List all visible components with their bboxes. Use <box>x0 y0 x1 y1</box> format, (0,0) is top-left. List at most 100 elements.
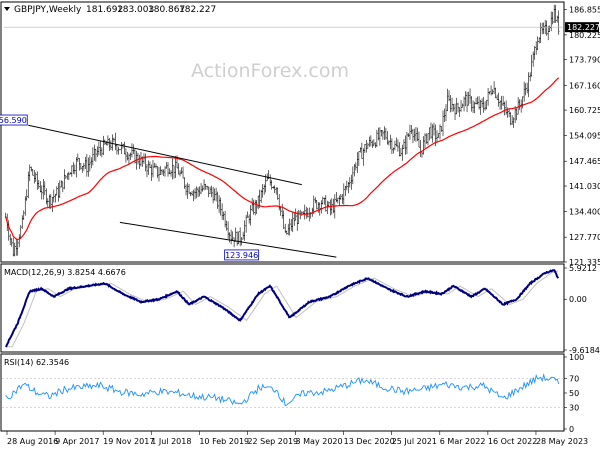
price-candle <box>347 181 350 194</box>
price-candle <box>12 237 15 257</box>
price-candle <box>350 174 353 190</box>
price-candle <box>45 188 48 205</box>
price-candle <box>284 223 287 234</box>
price-candle <box>28 164 31 182</box>
price-candle <box>491 89 494 95</box>
price-candle <box>258 189 261 208</box>
price-candle <box>551 11 554 25</box>
price-candle <box>443 108 446 123</box>
price-candle <box>291 211 294 233</box>
price-tick-label: 180.225 <box>569 31 600 40</box>
price-candle <box>158 167 160 182</box>
price-candle <box>296 211 299 231</box>
price-candle <box>505 100 507 115</box>
annotation-label: 156.590 <box>0 116 27 125</box>
price-candle <box>81 166 84 173</box>
price-candle <box>152 159 154 178</box>
price-candle <box>46 198 49 207</box>
price-candle <box>71 165 73 177</box>
price-candle <box>488 91 491 95</box>
price-candle <box>107 135 109 146</box>
price-candle <box>315 199 318 210</box>
price-candle <box>294 208 297 221</box>
price-candle <box>553 4 556 24</box>
price-candle <box>494 87 497 99</box>
price-candle <box>290 218 293 231</box>
price-candle <box>415 126 417 142</box>
price-candle <box>529 72 531 82</box>
price-candle <box>72 162 75 174</box>
price-candle <box>418 131 420 148</box>
price-candle <box>13 242 16 257</box>
macd-layer <box>4 269 560 348</box>
price-candle <box>535 41 537 55</box>
price-candle <box>479 99 482 115</box>
price-candle <box>509 112 512 126</box>
price-candle <box>137 152 139 165</box>
price-candle <box>87 157 90 177</box>
annotation-label: 123.946 <box>225 251 258 260</box>
price-candle <box>413 128 416 141</box>
price-candle <box>192 189 195 202</box>
price-candle <box>530 54 533 77</box>
price-candle <box>557 10 560 35</box>
price-candle <box>430 122 432 139</box>
price-candle <box>170 170 172 177</box>
price-candle <box>515 108 518 121</box>
price-candle <box>281 203 284 219</box>
price-candle <box>111 134 114 151</box>
price-candle <box>198 186 201 197</box>
price-candle <box>168 168 171 175</box>
price-candle <box>224 210 226 228</box>
price-candle <box>340 193 342 200</box>
price-candle <box>352 166 354 185</box>
price-candle <box>517 96 519 115</box>
price-candle <box>207 186 210 198</box>
price-candle <box>386 131 389 145</box>
price-candle <box>439 124 441 140</box>
price-candle <box>508 108 510 118</box>
price-candle <box>248 214 250 224</box>
price-candle <box>497 92 500 107</box>
price-candle <box>404 135 407 155</box>
price-candle <box>153 162 156 168</box>
price-candle <box>167 162 169 177</box>
price-candle <box>98 141 100 156</box>
price-candle <box>246 211 249 218</box>
dropdown-arrow-icon[interactable] <box>4 7 10 11</box>
price-candle <box>146 163 148 178</box>
price-candle <box>397 139 399 152</box>
price-candle <box>164 166 166 177</box>
price-candle <box>493 81 495 95</box>
price-candle <box>179 170 181 177</box>
price-candle <box>131 143 133 158</box>
price-candle <box>251 197 253 212</box>
price-candle <box>233 237 235 248</box>
price-candle <box>78 157 81 171</box>
price-candle <box>60 180 63 188</box>
price-candle <box>355 162 357 171</box>
price-candle <box>343 183 345 205</box>
price-candle <box>288 218 291 236</box>
macd-tick-label: 0.00 <box>569 295 587 304</box>
price-candle <box>514 106 516 123</box>
price-candle <box>437 133 440 138</box>
price-candle <box>270 179 273 190</box>
price-candle <box>455 97 458 115</box>
price-candle <box>215 187 217 202</box>
price-candle <box>43 181 46 196</box>
watermark: ActionForex.com <box>191 60 349 82</box>
price-candle <box>18 234 21 248</box>
price-candle <box>428 127 431 141</box>
price-candle <box>380 129 383 137</box>
price-candle <box>373 139 375 147</box>
price-candle <box>68 171 70 181</box>
price-tick-label: 127.770 <box>569 233 600 242</box>
price-candle <box>358 151 360 166</box>
x-tick-label: 28 May 2023 <box>536 437 588 446</box>
price-candle <box>376 129 378 148</box>
price-candle <box>33 169 36 184</box>
x-tick-label: 16 Oct 2022 <box>488 437 537 446</box>
channel-line <box>28 124 302 186</box>
ohlc-high: 183.003 <box>117 5 154 15</box>
